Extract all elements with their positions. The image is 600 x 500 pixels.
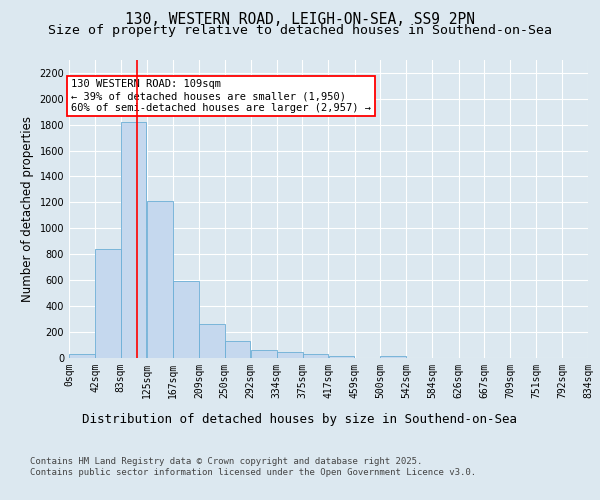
Bar (147, 201, 173, 358)
Bar (225, 340, 250, 357)
Bar (302, 354, 328, 358)
Bar (173, 281, 199, 357)
Bar (121, 122, 146, 358)
Text: Distribution of detached houses by size in Southend-on-Sea: Distribution of detached houses by size … (83, 412, 517, 426)
Bar (251, 350, 277, 358)
Text: Contains HM Land Registry data © Crown copyright and database right 2025.
Contai: Contains HM Land Registry data © Crown c… (30, 458, 476, 477)
Bar (329, 356, 355, 358)
Bar (277, 352, 302, 358)
Text: 130, WESTERN ROAD, LEIGH-ON-SEA, SS9 2PN: 130, WESTERN ROAD, LEIGH-ON-SEA, SS9 2PN (125, 12, 475, 28)
Bar (95, 249, 121, 358)
Bar (199, 324, 225, 358)
Text: 130 WESTERN ROAD: 109sqm
← 39% of detached houses are smaller (1,950)
60% of sem: 130 WESTERN ROAD: 109sqm ← 39% of detach… (71, 80, 371, 112)
Bar (70, 354, 95, 358)
Y-axis label: Number of detached properties: Number of detached properties (21, 116, 34, 302)
Bar (380, 356, 406, 358)
Text: Size of property relative to detached houses in Southend-on-Sea: Size of property relative to detached ho… (48, 24, 552, 37)
